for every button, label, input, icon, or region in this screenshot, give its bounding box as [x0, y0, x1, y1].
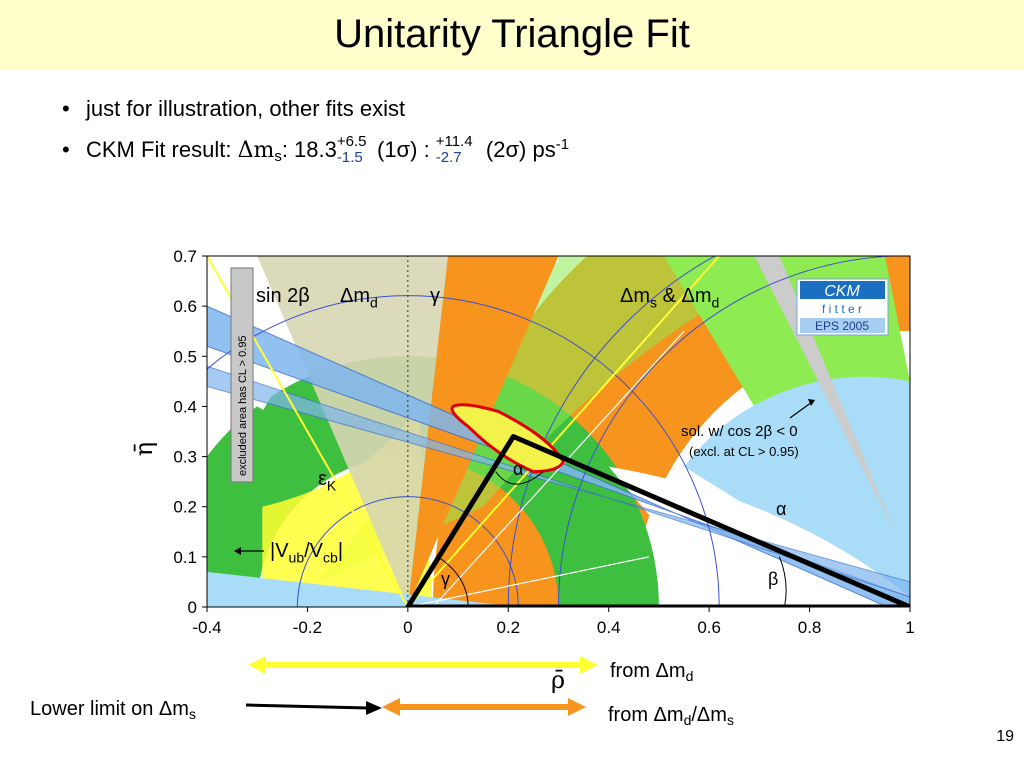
- arrow-lower-limit-shaft: [245, 703, 369, 710]
- line-white-1: [432, 330, 685, 607]
- sigma1-minus: -1.5: [336, 149, 363, 166]
- label-alpha-apex: α: [513, 459, 523, 479]
- x-tick-label-4: 0.4: [597, 618, 621, 637]
- x-tick-label-0: -0.4: [192, 618, 221, 637]
- excluded-area-box: [230, 267, 254, 483]
- y-tick-label-3: 0.3: [173, 448, 197, 467]
- ckm-logo-title: CKM: [824, 283, 860, 300]
- sigma1-plus: +6.5: [336, 133, 367, 150]
- y-tick-label-4: 0.4: [173, 397, 197, 416]
- arrow-from-ratio-right-head: [568, 698, 586, 716]
- label-gamma: γ: [430, 285, 440, 307]
- label-gamma-origin: γ: [441, 569, 450, 589]
- label-epsk: εK: [318, 468, 337, 494]
- from-dmd-text: from Δm: [610, 660, 686, 682]
- sigma2-minus: -2.7: [435, 149, 462, 166]
- ckm-logo-header: [800, 281, 885, 299]
- label-dms-dmd: Δms & Δmd: [620, 285, 719, 311]
- from-ratio-sub2: s: [726, 712, 734, 728]
- x-tick-label-7: 1: [905, 618, 914, 637]
- label-from-dmd: from Δmd: [610, 660, 694, 684]
- sol-arrow-line: [789, 401, 813, 419]
- label-sol-line1: sol. w/ cos 2β < 0: [681, 423, 798, 440]
- ckm-logo-footer: [800, 318, 885, 333]
- y-tick-label-6: 0.6: [173, 297, 197, 316]
- constraint-regions: [207, 256, 910, 607]
- region-grey-wedge: [754, 256, 895, 532]
- ckm-logo-event: EPS 2005: [815, 319, 869, 333]
- y-tick-label-5: 0.5: [173, 347, 197, 366]
- sol-arrow-head: [808, 399, 815, 406]
- arrow-from-dmd-right-head: [580, 656, 598, 674]
- fit-dm-sub: s: [274, 148, 282, 165]
- line-gamma-right: [407, 256, 720, 607]
- plot-frame: [206, 255, 911, 608]
- region-sin2b-band-2: [207, 365, 910, 598]
- vub-arrow-head: [234, 547, 241, 555]
- label-excluded-area: excluded area has CL > 0.95: [237, 335, 249, 476]
- chart-overlay: sin 2β Δmd γ Δms & Δmd εK |Vub/Vcb| α α β γ sol. w…: [230, 267, 889, 589]
- arrow-lower-limit-head: [366, 701, 382, 715]
- from-ratio-mid: /Δm: [691, 704, 727, 726]
- page-title: Unitarity Triangle Fit: [334, 12, 690, 56]
- arrow-from-dmd-left-head: [248, 656, 266, 674]
- x-axis-label: ρ̄: [551, 666, 565, 694]
- sigma2-plus: +11.4: [435, 133, 473, 150]
- bullet-text-1: just for illustration, other fits exist: [86, 96, 406, 121]
- axes: -0.4 -0.2 0 0.2 0.4 0.6 0.8 1 0 0.1 0.2 0.3 0.4 0.5 0.…: [130, 247, 915, 716]
- alpha-angle-arc: [495, 471, 544, 485]
- lower-limit-sub: s: [188, 706, 196, 722]
- label-beta: β: [768, 569, 778, 589]
- label-sin2b: sin 2β: [256, 285, 310, 307]
- unit-sup: -1: [555, 136, 570, 153]
- x-tick-label-2: 0: [403, 618, 412, 637]
- fit-dm: Δm: [237, 138, 275, 163]
- x-tick-label-6: 0.8: [798, 618, 822, 637]
- sigma1-label: (1σ) :: [370, 137, 436, 162]
- y-tick-label-2: 0.2: [173, 498, 197, 517]
- y-tick-label-0: 0: [188, 598, 197, 617]
- line-white-2: [407, 556, 650, 607]
- region-blue-left: [207, 571, 519, 607]
- label-vub-vcb: |Vub/Vcb|: [270, 540, 343, 566]
- plot-area: [207, 256, 910, 607]
- arrow-from-ratio-left-head: [382, 698, 400, 716]
- x-tick-label-3: 0.2: [496, 618, 520, 637]
- from-dmd-sub: d: [685, 668, 694, 684]
- fit-value: : 18.3: [281, 137, 337, 162]
- y-axis-label: η̄: [130, 442, 158, 456]
- y-tick-label-7: 0.7: [173, 247, 197, 266]
- bullet-illustration: • just for illustration, other fits exist: [62, 96, 406, 121]
- lower-limit-text: Lower limit on Δm: [30, 698, 189, 720]
- from-ratio-text: from Δm: [608, 704, 684, 726]
- region-gamma-orange: [407, 256, 559, 607]
- bullet-fit-result: • CKM Fit result: Δms: 18.3 +6.5 -1.5 (1σ) …: [62, 133, 570, 166]
- label-from-ratio: from Δmd/Δms: [608, 704, 734, 728]
- from-ratio-sub1: d: [683, 712, 692, 728]
- unitarity-triangle: [405, 434, 910, 607]
- page-number: 19: [996, 728, 1014, 745]
- title-bar: [0, 0, 1024, 70]
- beta-angle-arc: [778, 556, 787, 607]
- x-tick-label-1: -0.2: [293, 618, 322, 637]
- ckm-logo-fitter: f i t t e r: [822, 302, 862, 316]
- gamma-angle-arc: [437, 556, 469, 607]
- contour-circle-0: [558, 256, 910, 607]
- y-tick-label-1: 0.1: [173, 548, 197, 567]
- x-tick-label-5: 0.6: [697, 618, 721, 637]
- label-sol-line2: (excl. at CL > 0.95): [689, 444, 799, 459]
- label-dmd: Δmd: [340, 285, 378, 311]
- label-lower-limit: Lower limit on Δms: [30, 698, 196, 722]
- sigma2-label: (2σ) ps: [479, 137, 556, 162]
- fit-region-95: [450, 403, 566, 474]
- fit-prefix: CKM Fit result:: [86, 137, 238, 162]
- label-alpha-right: α: [776, 499, 786, 519]
